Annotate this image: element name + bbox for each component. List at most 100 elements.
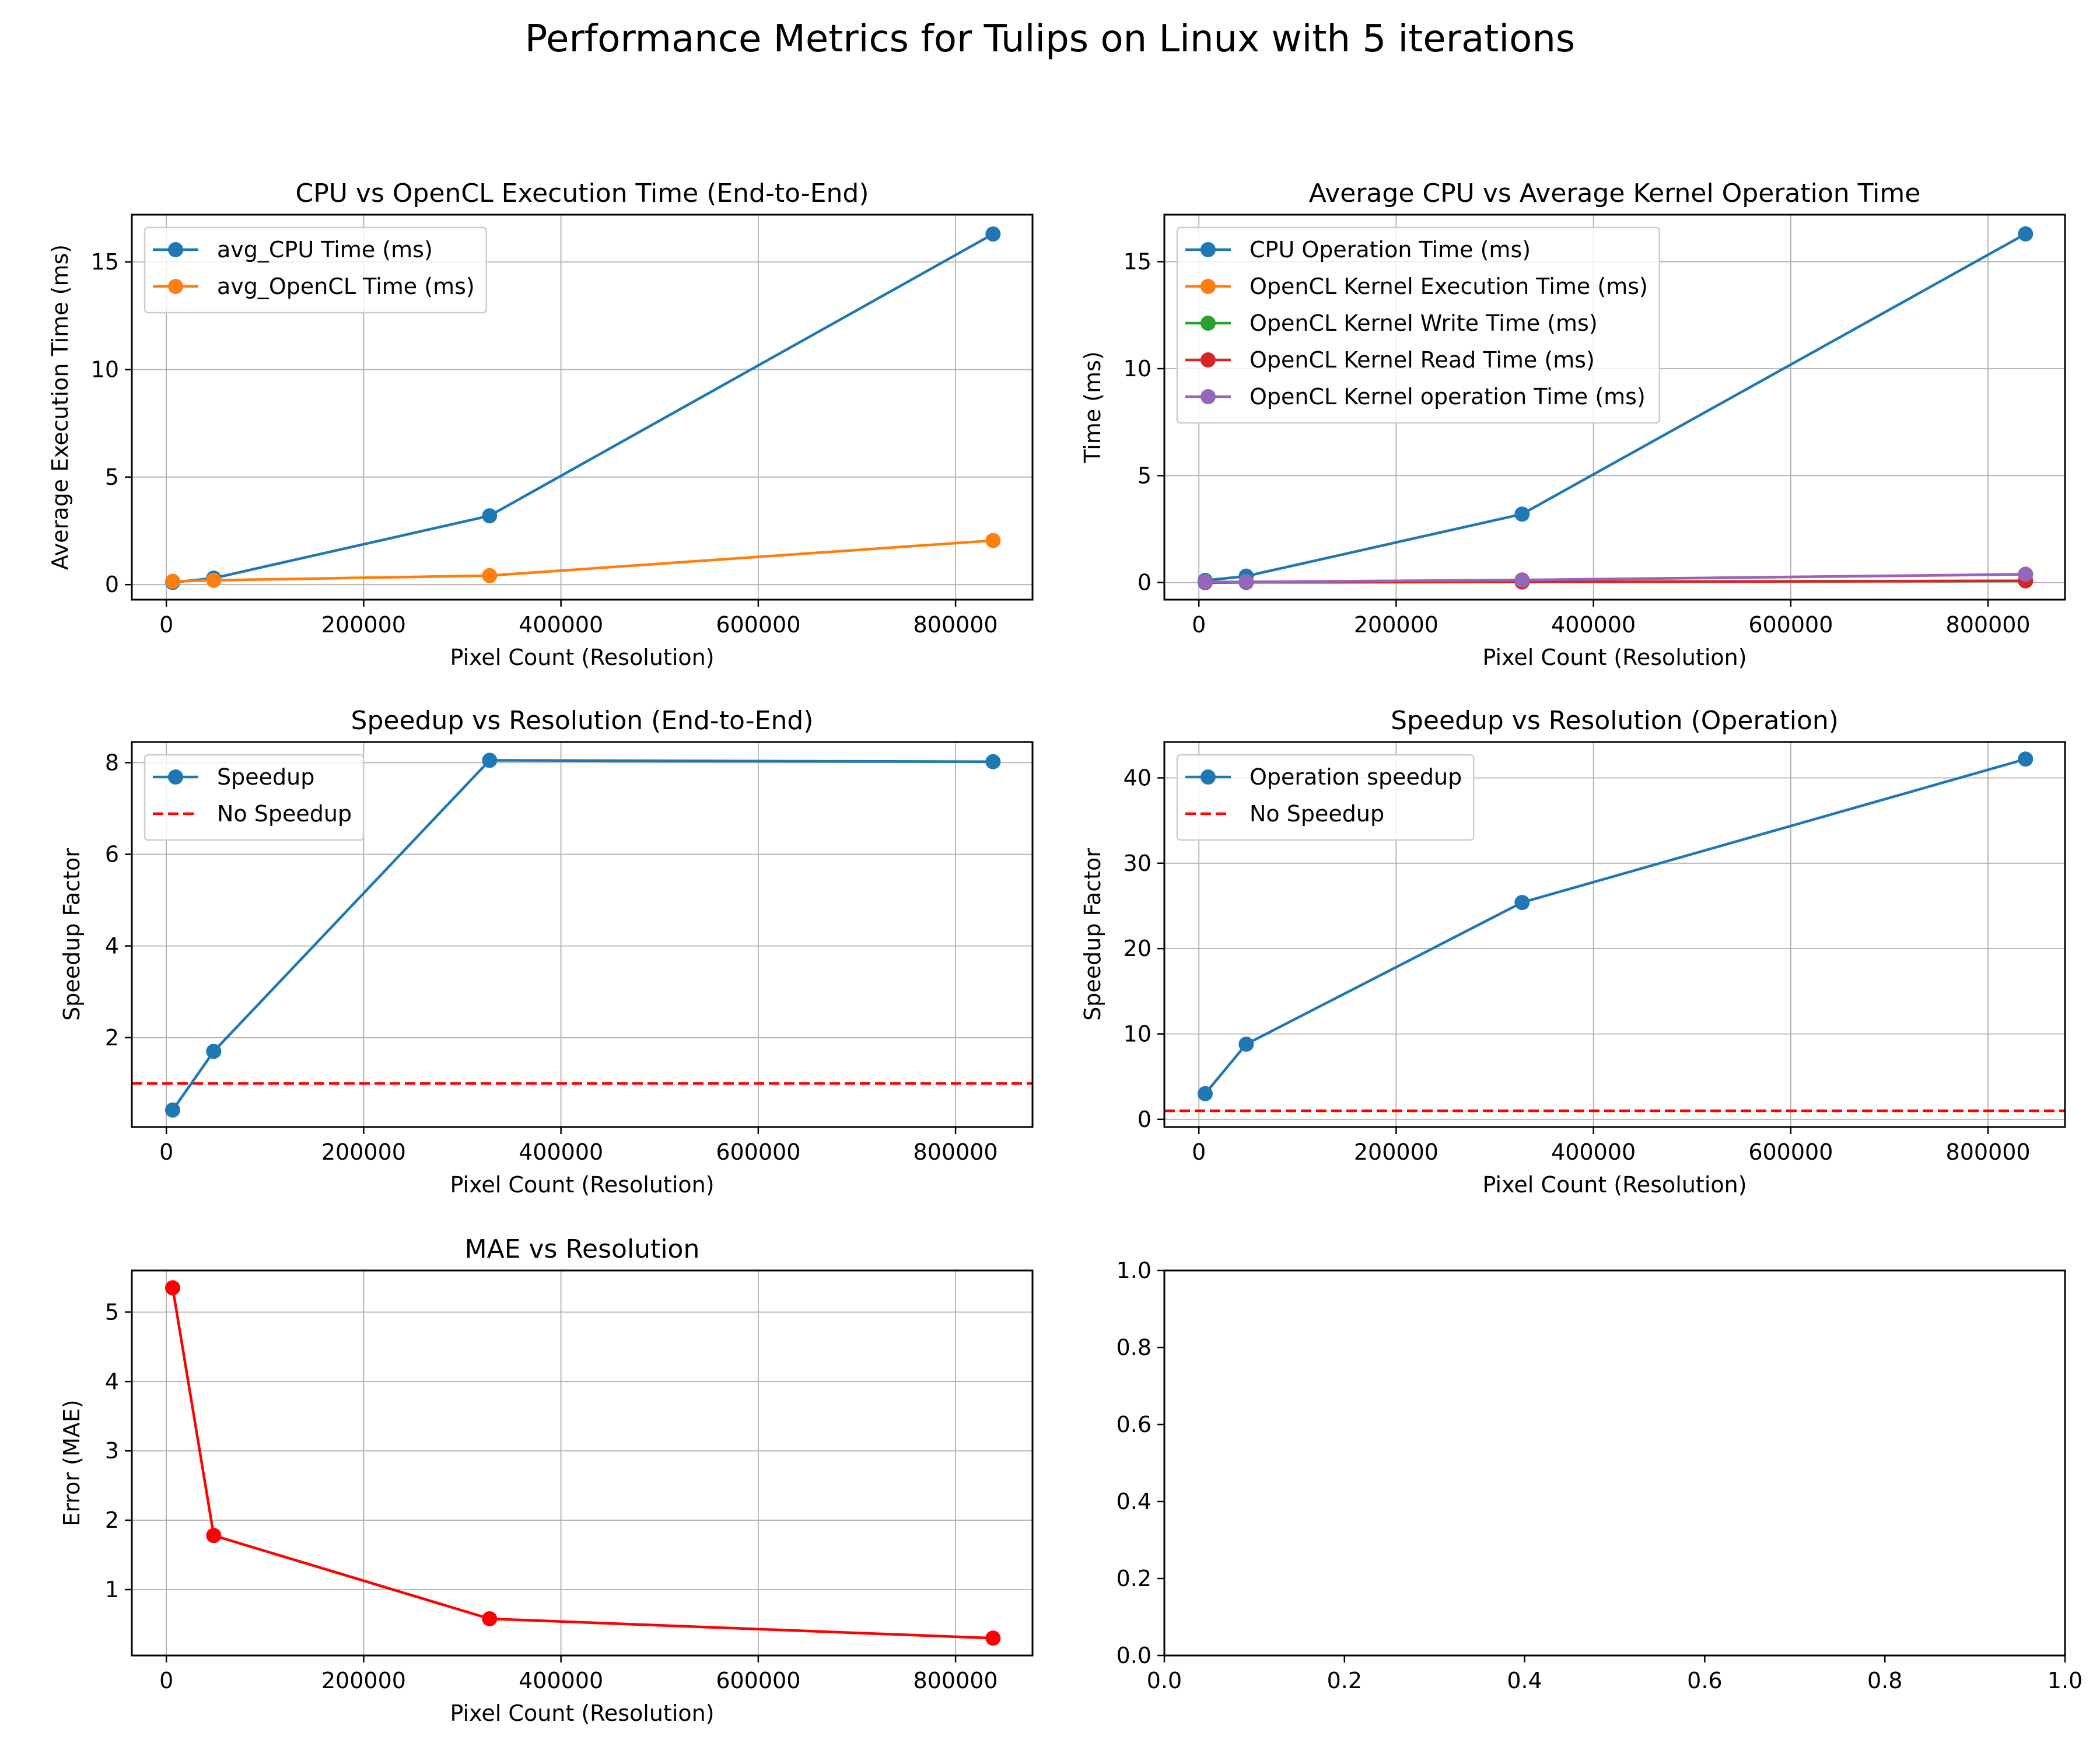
- y-tick-label: 0.0: [1116, 1643, 1152, 1668]
- data-point: [1198, 574, 1213, 590]
- data-point: [206, 572, 222, 588]
- legend-label: avg_OpenCL Time (ms): [217, 274, 475, 299]
- legend-label: Operation speedup: [1250, 764, 1462, 790]
- x-tick-label: 600000: [1748, 1139, 1833, 1165]
- x-tick-label: 0.2: [1327, 1668, 1362, 1693]
- y-tick-label: 10: [1124, 356, 1152, 382]
- chart-title: CPU vs OpenCL Execution Time (End-to-End…: [295, 178, 869, 208]
- legend-label: No Speedup: [1250, 801, 1384, 827]
- series-line-1: [1204, 758, 2027, 1095]
- legend-marker-swatch: [1200, 316, 1216, 331]
- chart-panel-5: 0 200000 400000 600000 800000 1 2 3 4 5 MAE vs Res…: [59, 1234, 1034, 1726]
- data-point: [985, 754, 1001, 769]
- axes-frame: [1163, 741, 2066, 1128]
- y-tick-label: 5: [1138, 463, 1152, 488]
- y-tick-label: 2: [105, 1025, 119, 1051]
- y-axis-label: Speedup Factor: [59, 848, 85, 1021]
- legend-marker-swatch: [1200, 242, 1216, 257]
- data-point: [482, 508, 498, 524]
- x-tick-label: 0.0: [1147, 1668, 1182, 1693]
- data-point: [985, 226, 1001, 242]
- legend-marker-swatch: [168, 769, 183, 785]
- legend-box: [144, 226, 487, 314]
- y-axis-label: Speedup Factor: [1080, 848, 1105, 1021]
- y-axis-label: Average Execution Time (ms): [47, 244, 73, 570]
- data-point: [2018, 751, 2034, 767]
- x-tick-label: 800000: [1946, 612, 2031, 638]
- legend-marker-swatch: [168, 279, 183, 294]
- x-tick-label: 600000: [716, 1668, 800, 1693]
- chart-panel-4: 0 200000 400000 600000 800000 0 10 20 30 40 Speedu…: [1080, 706, 2066, 1198]
- data-point: [2018, 226, 2034, 242]
- legend-box: [144, 754, 365, 841]
- x-tick-label: 0: [1192, 1139, 1206, 1165]
- y-tick-label: 20: [1124, 936, 1152, 961]
- legend-label: Speedup: [217, 764, 314, 790]
- chart-title: Average CPU vs Average Kernel Operation …: [1309, 178, 1921, 208]
- data-point: [985, 533, 1001, 548]
- x-tick-label: 200000: [1354, 612, 1438, 638]
- data-point: [1238, 1037, 1254, 1052]
- y-tick-label: 8: [105, 750, 119, 775]
- x-tick-label: 800000: [914, 1668, 998, 1693]
- x-tick-label: 200000: [321, 1139, 406, 1165]
- data-point: [482, 568, 498, 583]
- y-tick-label: 3: [105, 1438, 119, 1464]
- data-point: [165, 1280, 181, 1296]
- chart-panel-2: 0 200000 400000 600000 800000 0 5 10 15 Average C…: [1080, 178, 2066, 670]
- x-tick-label: 400000: [519, 1139, 603, 1165]
- y-axis-label: Error (MAE): [59, 1399, 85, 1526]
- y-tick-label: 0: [105, 572, 119, 597]
- data-point: [206, 1528, 222, 1544]
- data-point: [1514, 572, 1530, 588]
- legend: avg_CPU Time (ms) avg_OpenCL Time (ms): [144, 226, 487, 314]
- x-axis-label: Pixel Count (Resolution): [450, 645, 714, 670]
- x-tick-label: 0: [1192, 612, 1206, 638]
- legend: Operation speedup No Speedup: [1176, 754, 1475, 841]
- figure-title: Performance Metrics for Tulips on Linux …: [525, 18, 1575, 61]
- legend-label: No Speedup: [217, 801, 352, 827]
- x-axis-label: Pixel Count (Resolution): [450, 1700, 714, 1726]
- x-axis-label: Pixel Count (Resolution): [1482, 645, 1746, 670]
- data-point: [482, 1611, 498, 1626]
- legend: CPU Operation Time (ms) OpenCL Kernel Exe…: [1176, 226, 1661, 424]
- chart-title: MAE vs Resolution: [465, 1234, 700, 1264]
- x-tick-label: 200000: [1354, 1139, 1438, 1165]
- x-tick-label: 400000: [519, 612, 603, 638]
- axes-frame: [1163, 1269, 2066, 1657]
- y-tick-label: 0.6: [1116, 1412, 1152, 1437]
- legend-label: avg_CPU Time (ms): [217, 237, 433, 262]
- x-tick-label: 0.8: [1867, 1668, 1902, 1693]
- x-tick-label: 0: [159, 612, 173, 638]
- x-tick-label: 600000: [716, 1139, 800, 1165]
- data-point: [165, 1102, 181, 1118]
- y-tick-label: 10: [1124, 1021, 1152, 1046]
- legend-label: OpenCL Kernel Execution Time (ms): [1250, 274, 1648, 299]
- x-tick-label: 400000: [519, 1668, 603, 1693]
- series-line-5: [1205, 573, 2026, 583]
- x-tick-label: 0.4: [1507, 1668, 1542, 1693]
- axes-frame: [131, 1269, 1034, 1657]
- chart-title: Speedup vs Resolution (End-to-End): [351, 706, 814, 736]
- y-tick-label: 1.0: [1116, 1258, 1152, 1283]
- y-tick-label: 6: [105, 842, 119, 867]
- legend: Speedup No Speedup: [144, 754, 365, 841]
- legend-marker-swatch: [1200, 389, 1216, 404]
- x-tick-label: 800000: [914, 1139, 998, 1165]
- x-tick-label: 200000: [321, 612, 406, 638]
- x-tick-label: 800000: [1946, 1139, 2031, 1165]
- series-line-2: [172, 539, 993, 583]
- legend-label: OpenCL Kernel Write Time (ms): [1250, 310, 1598, 336]
- data-point: [165, 573, 181, 589]
- data-point: [206, 1044, 222, 1059]
- legend-box: [1176, 226, 1661, 424]
- y-tick-label: 0.2: [1116, 1566, 1152, 1591]
- x-tick-label: 600000: [716, 612, 800, 638]
- y-tick-label: 5: [105, 464, 119, 490]
- y-tick-label: 4: [105, 933, 119, 959]
- x-axis-label: Pixel Count (Resolution): [450, 1172, 714, 1198]
- y-axis-label: Time (ms): [1080, 351, 1105, 464]
- series-line-1: [171, 1287, 993, 1640]
- legend-marker-swatch: [1200, 352, 1216, 368]
- chart-title: Speedup vs Resolution (Operation): [1391, 706, 1839, 736]
